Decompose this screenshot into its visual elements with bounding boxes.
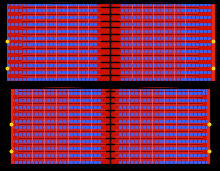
Polygon shape [114, 155, 202, 162]
Bar [10, 88, 210, 164]
Polygon shape [119, 58, 198, 65]
Polygon shape [18, 114, 106, 121]
Polygon shape [114, 121, 202, 127]
Polygon shape [119, 17, 198, 24]
Polygon shape [114, 93, 202, 100]
Polygon shape [18, 148, 106, 155]
Bar [10, 88, 13, 164]
Bar [6, 3, 8, 81]
Polygon shape [119, 10, 198, 17]
Polygon shape [22, 10, 101, 17]
Polygon shape [114, 100, 202, 107]
Polygon shape [18, 88, 106, 95]
Polygon shape [114, 127, 202, 134]
Polygon shape [119, 72, 198, 79]
Polygon shape [18, 141, 106, 148]
Polygon shape [119, 24, 198, 31]
Polygon shape [114, 114, 202, 121]
Polygon shape [22, 3, 101, 10]
Polygon shape [18, 100, 106, 107]
Polygon shape [18, 93, 106, 100]
Polygon shape [119, 31, 198, 38]
Polygon shape [22, 65, 101, 72]
Polygon shape [18, 155, 106, 162]
Polygon shape [22, 31, 101, 38]
Polygon shape [22, 44, 101, 51]
Bar [6, 3, 214, 81]
Bar [207, 88, 210, 164]
Polygon shape [119, 38, 198, 44]
Polygon shape [22, 58, 101, 65]
Polygon shape [114, 141, 202, 148]
Polygon shape [22, 72, 101, 79]
Polygon shape [22, 51, 101, 58]
Polygon shape [119, 51, 198, 58]
Polygon shape [114, 148, 202, 155]
Polygon shape [119, 65, 198, 72]
Polygon shape [114, 88, 202, 95]
Polygon shape [119, 44, 198, 51]
Polygon shape [22, 17, 101, 24]
Polygon shape [18, 107, 106, 114]
Polygon shape [22, 24, 101, 31]
Polygon shape [114, 107, 202, 114]
Polygon shape [18, 127, 106, 134]
Polygon shape [18, 134, 106, 141]
Polygon shape [114, 134, 202, 141]
Bar [6, 3, 214, 81]
Bar [212, 3, 214, 81]
Bar [10, 88, 210, 164]
Polygon shape [18, 121, 106, 127]
Polygon shape [22, 38, 101, 44]
Polygon shape [119, 3, 198, 10]
